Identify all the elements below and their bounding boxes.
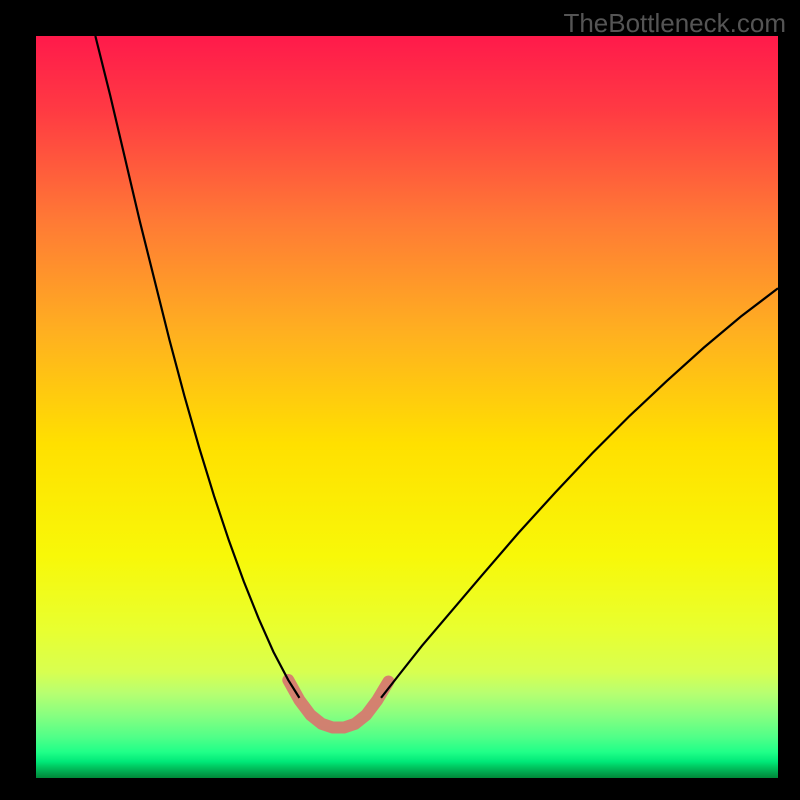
chart-container: TheBottleneck.com <box>0 0 800 800</box>
curve-right <box>381 288 778 698</box>
curves-svg <box>0 0 800 800</box>
curve-left <box>95 36 299 698</box>
valley-highlight <box>288 680 388 727</box>
